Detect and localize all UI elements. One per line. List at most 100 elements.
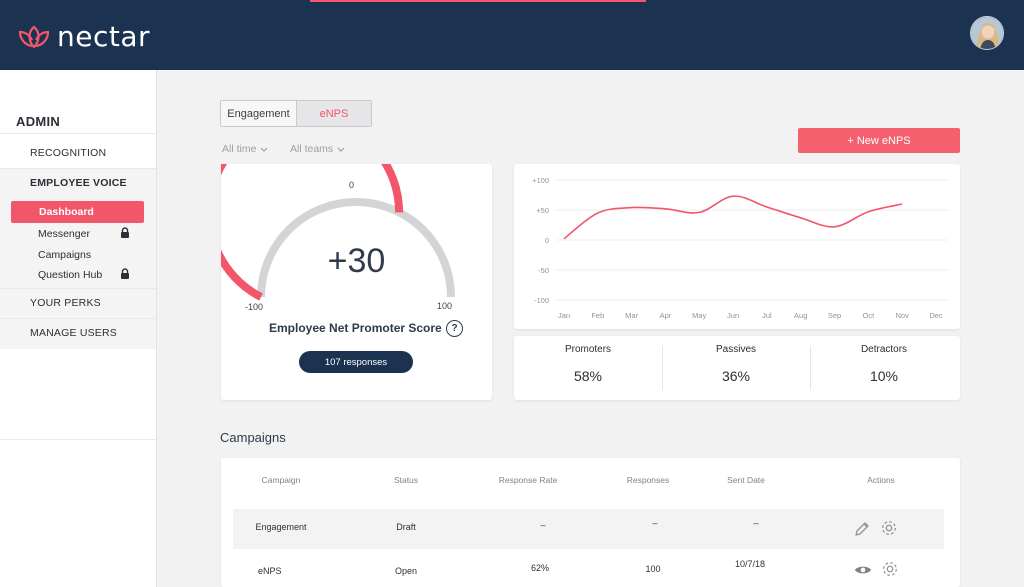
enps-trend-chart: +100 +50 0 -50 -100 Jan Feb Mar Apr May Jun Jul Aug S… bbox=[514, 164, 960, 329]
sidebar-subitem-messenger[interactable]: Messenger bbox=[38, 228, 90, 240]
time-filter-dropdown[interactable]: All time bbox=[222, 143, 268, 155]
cell-response-rate: 62% bbox=[530, 563, 549, 573]
cell-sent-date: – bbox=[753, 518, 759, 528]
stat-value: 10% bbox=[869, 368, 899, 384]
divider bbox=[0, 318, 156, 319]
x-tick-label: Jan bbox=[558, 311, 570, 320]
x-tick-label: Oct bbox=[863, 311, 876, 320]
user-avatar-icon bbox=[971, 17, 1003, 49]
table-row[interactable]: Engagement Draft – – – bbox=[233, 509, 944, 549]
x-tick-label: Dec bbox=[929, 311, 943, 320]
enps-score: +30 bbox=[327, 242, 386, 280]
column-header-sent-date[interactable]: Sent Date bbox=[727, 475, 765, 485]
stat-label: Passives bbox=[715, 344, 756, 355]
enps-gauge-card: 0 -100 100 +30 Employee Net Promoter Sco… bbox=[221, 164, 492, 400]
avatar[interactable] bbox=[970, 16, 1004, 50]
tab-enps[interactable]: eNPS bbox=[297, 101, 371, 126]
sidebar-item-employee-voice[interactable]: EMPLOYEE VOICE bbox=[30, 177, 127, 189]
y-tick-label: 0 bbox=[545, 236, 549, 245]
x-tick-label: Aug bbox=[794, 311, 807, 320]
x-tick-label: Sep bbox=[828, 311, 841, 320]
chevron-down-icon bbox=[261, 147, 268, 152]
x-tick-label: Feb bbox=[591, 311, 604, 320]
sidebar-item-recognition[interactable]: RECOGNITION bbox=[30, 147, 107, 159]
brand-name: nectar bbox=[57, 20, 151, 53]
new-enps-button[interactable]: + New eNPS bbox=[798, 128, 960, 153]
gauge-track bbox=[257, 198, 455, 298]
cell-status: Open bbox=[394, 566, 418, 576]
stat-promoters: Promoters 58% bbox=[514, 336, 662, 400]
edit-icon[interactable] bbox=[853, 520, 871, 538]
column-header-response-rate[interactable]: Response Rate bbox=[498, 475, 558, 485]
settings-icon[interactable] bbox=[881, 560, 899, 578]
x-tick-label: Jun bbox=[727, 311, 739, 320]
enps-gauge bbox=[221, 164, 455, 301]
divider bbox=[662, 346, 663, 390]
team-filter-label: All teams bbox=[290, 143, 334, 155]
tab-engagement[interactable]: Engagement bbox=[221, 101, 297, 126]
divider bbox=[0, 288, 156, 289]
x-tick-label: Mar bbox=[625, 311, 638, 320]
sidebar: ADMIN RECOGNITION EMPLOYEE VOICE Dashboa… bbox=[0, 70, 157, 587]
sidebar-title: ADMIN bbox=[16, 114, 61, 129]
lock-icon bbox=[121, 268, 129, 279]
x-tick-label: Apr bbox=[660, 311, 672, 320]
gauge-title: Employee Net Promoter Score bbox=[269, 321, 442, 335]
view-tabs: Engagement eNPS bbox=[220, 100, 372, 127]
campaigns-heading: Campaigns bbox=[220, 430, 286, 445]
enps-trend-line bbox=[563, 195, 903, 240]
nectar-logo[interactable]: nectar bbox=[17, 20, 150, 53]
view-icon[interactable] bbox=[854, 561, 872, 579]
gauge-mid-label: 0 bbox=[349, 180, 355, 190]
cell-status: Draft bbox=[396, 522, 416, 532]
x-tick-label: Jul bbox=[762, 311, 772, 320]
cell-response-rate: – bbox=[540, 520, 546, 530]
divider bbox=[0, 439, 156, 440]
divider bbox=[0, 133, 156, 134]
sidebar-item-manage-users[interactable]: MANAGE USERS bbox=[30, 327, 117, 339]
employee-voice-group bbox=[0, 169, 156, 349]
cell-sent-date: 10/7/18 bbox=[734, 559, 766, 569]
sidebar-item-your-perks[interactable]: YOUR PERKS bbox=[30, 297, 101, 309]
time-filter-label: All time bbox=[222, 143, 257, 155]
sidebar-subitem-question-hub[interactable]: Question Hub bbox=[38, 269, 103, 281]
y-tick-label: -50 bbox=[538, 266, 549, 275]
cell-responses: – bbox=[652, 518, 658, 528]
stat-label: Promoters bbox=[564, 344, 612, 355]
sidebar-subitem-dashboard[interactable]: Dashboard bbox=[11, 201, 144, 223]
chevron-down-icon bbox=[337, 147, 345, 152]
lotus-logo-icon bbox=[18, 25, 50, 49]
divider bbox=[810, 346, 811, 390]
campaigns-table: Campaign Status Response Rate Responses … bbox=[221, 458, 960, 587]
cell-campaign: eNPS bbox=[258, 566, 282, 576]
stat-value: 58% bbox=[573, 368, 603, 384]
y-tick-label: -100 bbox=[534, 296, 549, 305]
top-accent-bar bbox=[310, 0, 646, 2]
divider bbox=[0, 168, 156, 169]
sidebar-subitem-campaigns[interactable]: Campaigns bbox=[38, 249, 92, 261]
help-icon[interactable]: ? bbox=[446, 320, 463, 337]
column-header-responses[interactable]: Responses bbox=[626, 475, 670, 485]
column-header-actions: Actions bbox=[867, 475, 895, 485]
gauge-min-label: -100 bbox=[245, 302, 264, 312]
y-tick-label: +50 bbox=[536, 206, 549, 215]
gauge-max-label: 100 bbox=[437, 301, 453, 311]
y-tick-label: +100 bbox=[532, 176, 549, 185]
lock-icon bbox=[121, 227, 129, 238]
cell-campaign: Engagement bbox=[255, 522, 307, 532]
responses-badge[interactable]: 107 responses bbox=[299, 351, 413, 373]
x-tick-label: May bbox=[692, 311, 706, 320]
column-header-campaign[interactable]: Campaign bbox=[261, 475, 301, 485]
trend-chart-svg: +100 +50 0 -50 -100 Jan Feb Mar Apr May Jun Jul Aug S… bbox=[532, 176, 948, 320]
top-navbar: nectar bbox=[0, 0, 1024, 70]
stat-passives: Passives 36% bbox=[662, 336, 810, 400]
enps-breakdown-card: Promoters 58% Passives 36% Detractors 10… bbox=[514, 336, 960, 400]
x-tick-label: Nov bbox=[896, 311, 910, 320]
table-row[interactable]: eNPS Open 62% 100 10/7/18 bbox=[233, 551, 944, 587]
stat-label: Detractors bbox=[860, 344, 908, 355]
column-header-status[interactable]: Status bbox=[393, 475, 419, 485]
stat-value: 36% bbox=[721, 368, 751, 384]
team-filter-dropdown[interactable]: All teams bbox=[290, 143, 345, 155]
stat-detractors: Detractors 10% bbox=[810, 336, 958, 400]
settings-icon[interactable] bbox=[880, 519, 898, 537]
